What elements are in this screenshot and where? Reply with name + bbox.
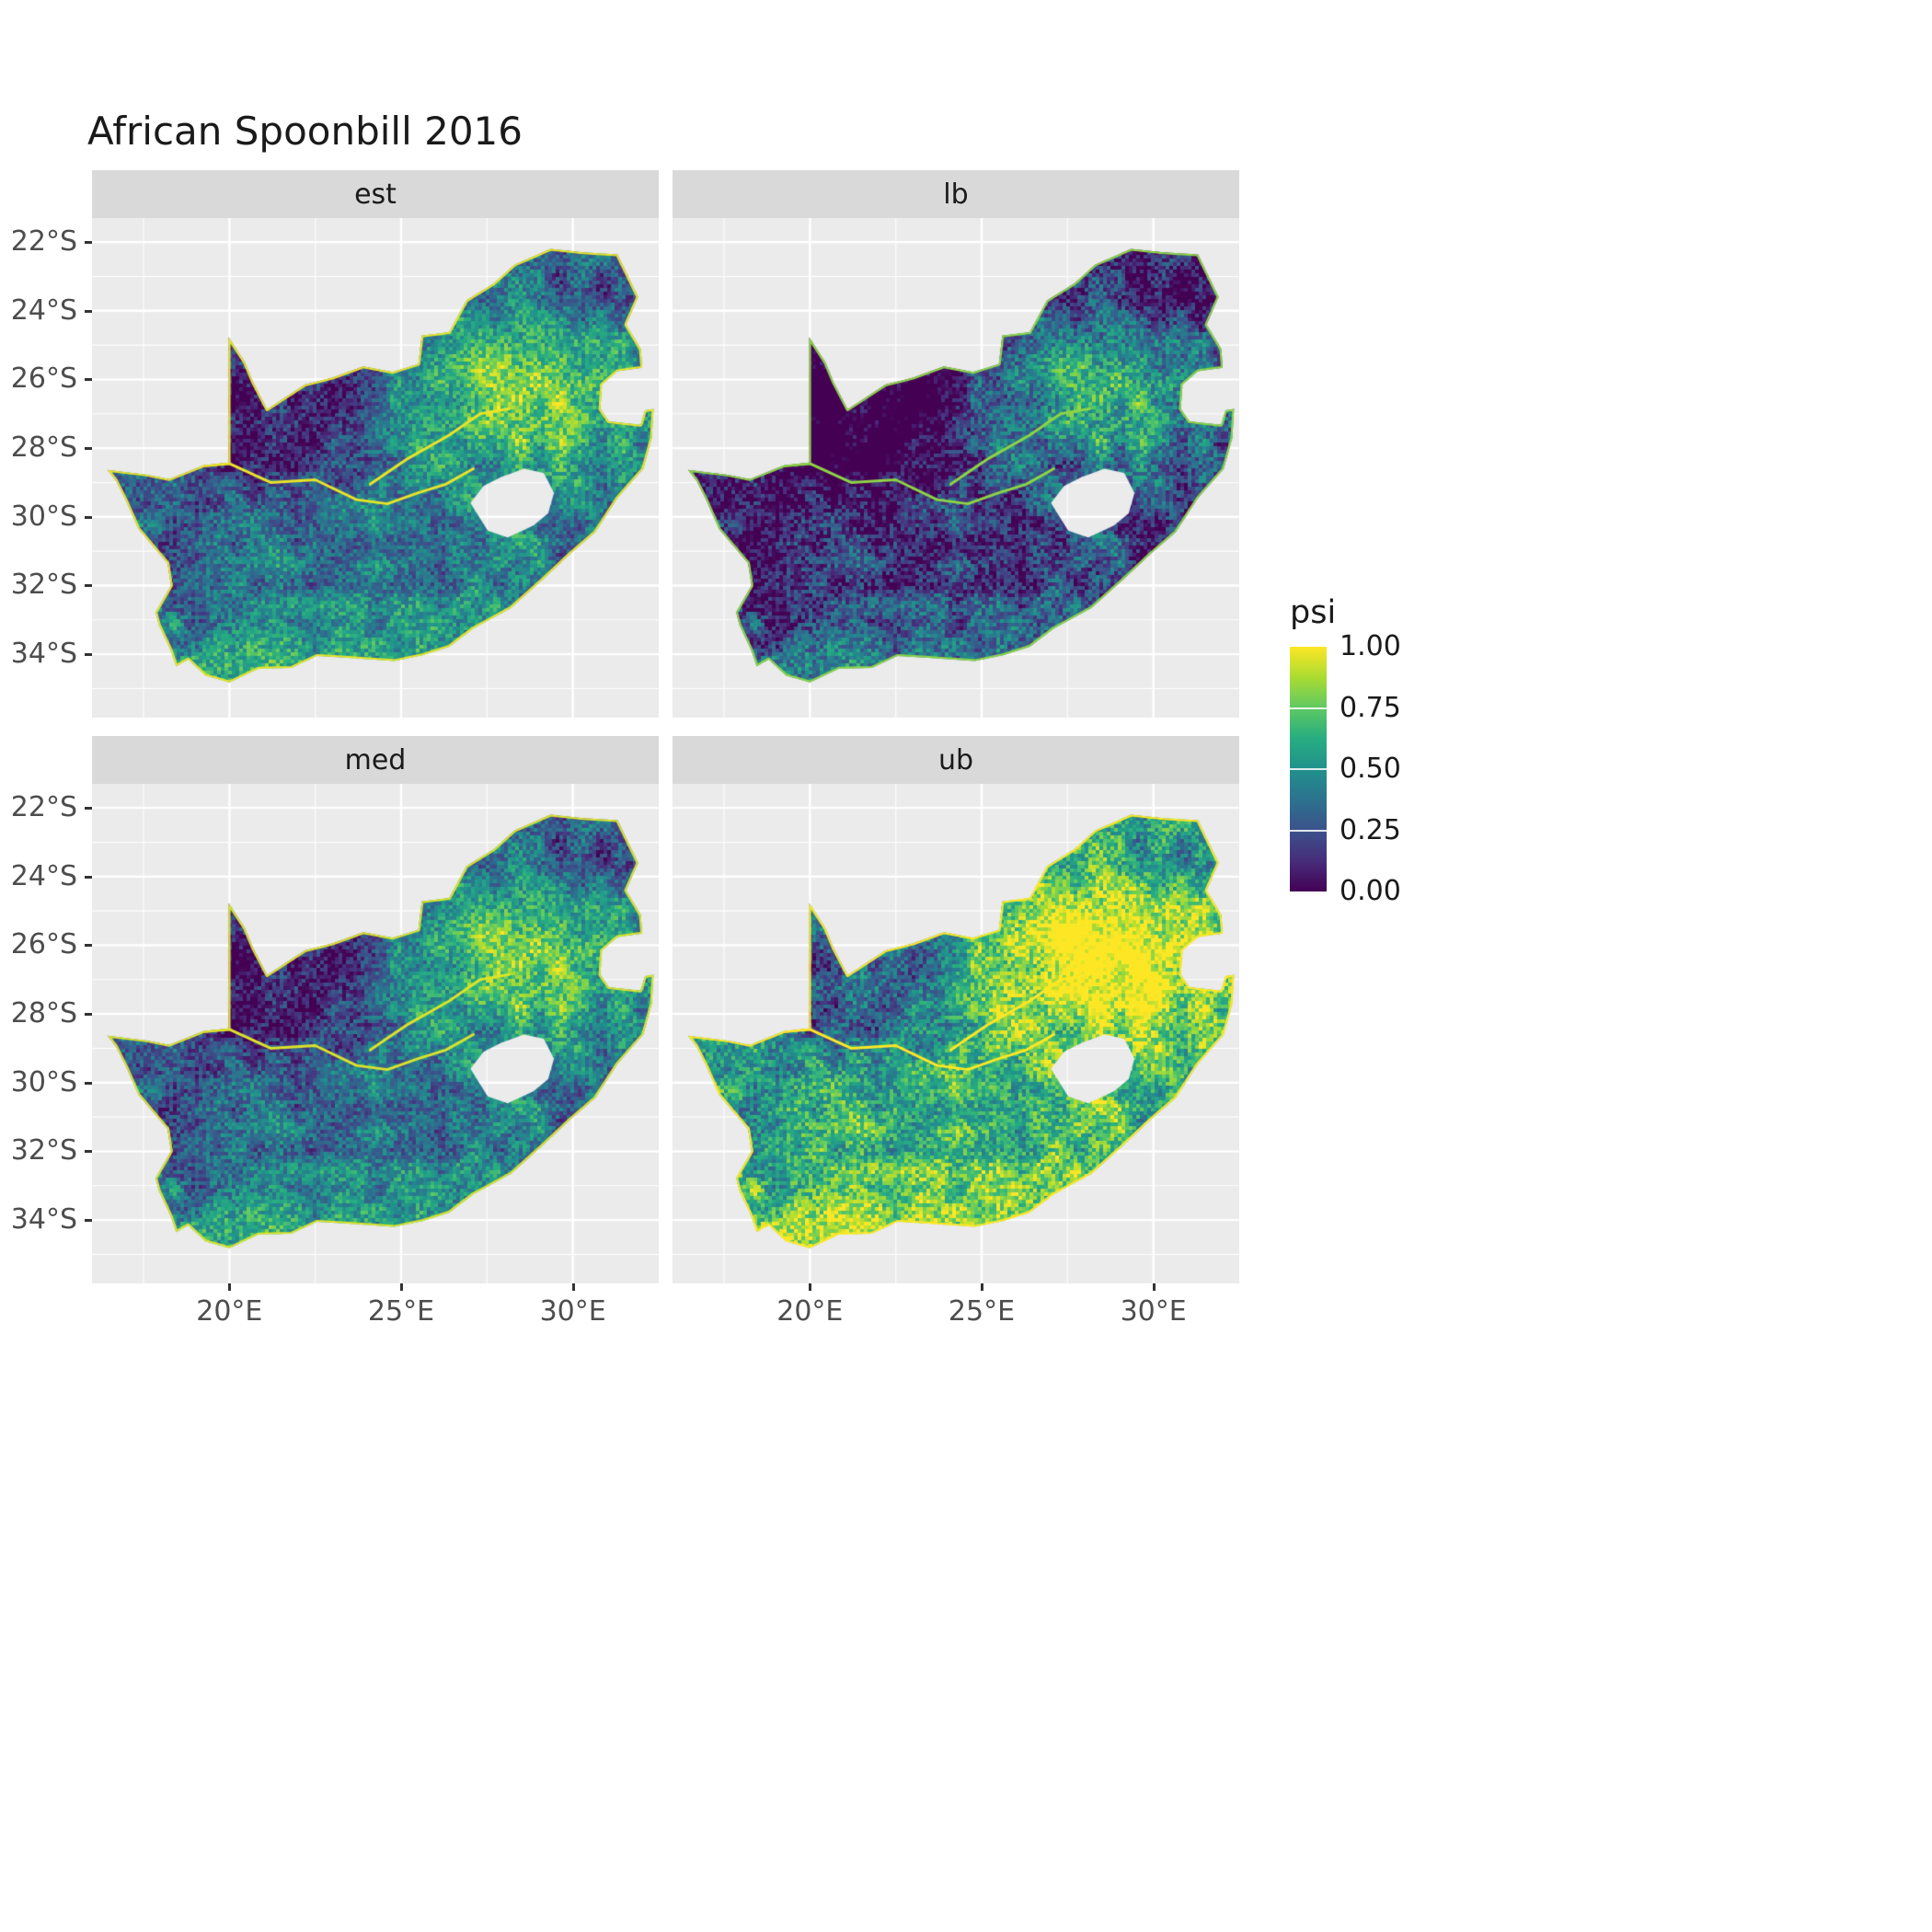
y-axis-tick-label: 32°S: [10, 569, 77, 602]
axis-tick-mark: [85, 447, 92, 451]
axis-tick-mark: [981, 1283, 983, 1291]
legend-title: psi: [1290, 594, 1337, 631]
axis-tick-mark: [571, 1283, 575, 1291]
x-axis-tick-label: 30°E: [1120, 1295, 1187, 1328]
y-axis-tick-label: 26°S: [10, 362, 77, 396]
y-axis-tick-label: 28°S: [10, 431, 77, 465]
y-axis-tick-label: 24°S: [10, 859, 77, 892]
y-axis-tick-label: 30°S: [10, 500, 77, 533]
facet-label: est: [354, 178, 397, 211]
legend: psi 1.00 0.75 0.50 0.25 0.00: [1288, 594, 1454, 926]
legend-tick-mark: [1290, 829, 1327, 832]
y-axis-tick-label: 22°S: [10, 791, 77, 824]
axis-tick-mark: [85, 241, 92, 245]
facet-label: lb: [943, 178, 969, 211]
x-axis-tick-label: 20°E: [776, 1295, 844, 1328]
axis-tick-mark: [228, 1283, 232, 1291]
map-panel-med: [92, 784, 659, 1283]
axis-tick-mark: [400, 1283, 403, 1291]
facet-label: ub: [937, 743, 974, 776]
axis-tick-mark: [85, 515, 92, 519]
facet-strip-ub: ub: [673, 736, 1239, 784]
legend-tick-mark: [1290, 707, 1327, 709]
chart-title: African Spoonbill 2016: [87, 109, 523, 154]
axis-tick-mark: [85, 1013, 92, 1017]
x-axis-tick-label: 25°E: [367, 1295, 435, 1328]
y-axis-tick-label: 32°S: [10, 1134, 77, 1167]
axis-tick-mark: [85, 875, 92, 879]
x-axis-tick-label: 25°E: [948, 1295, 1016, 1328]
axis-tick-mark: [85, 807, 92, 811]
legend-tick-label: 1.00: [1340, 630, 1401, 662]
axis-tick-mark: [85, 944, 92, 948]
axis-tick-mark: [85, 1081, 92, 1085]
axis-tick-mark: [809, 1283, 812, 1291]
axis-tick-mark: [1152, 1283, 1156, 1291]
axis-tick-mark: [85, 1150, 92, 1154]
axis-tick-mark: [85, 309, 92, 313]
facet-strip-est: est: [92, 170, 659, 218]
legend-tick-label: 0.25: [1340, 813, 1401, 846]
axis-tick-mark: [85, 1219, 92, 1223]
legend-tick-mark: [1290, 768, 1327, 770]
y-axis-tick-label: 28°S: [10, 997, 77, 1030]
facet-label: med: [344, 743, 407, 776]
axis-tick-mark: [85, 378, 92, 382]
facet-strip-lb: lb: [673, 170, 1239, 218]
legend-tick-label: 0.00: [1340, 875, 1401, 907]
x-axis-tick-label: 30°E: [539, 1295, 606, 1328]
facet-strip-med: med: [92, 736, 659, 784]
legend-tick-label: 0.75: [1340, 691, 1401, 724]
y-axis-tick-label: 24°S: [10, 293, 77, 327]
axis-tick-mark: [85, 653, 92, 657]
map-panel-est: [92, 218, 659, 718]
y-axis-tick-label: 30°S: [10, 1065, 77, 1098]
map-panel-ub: [673, 784, 1239, 1283]
y-axis-tick-label: 34°S: [10, 638, 77, 671]
y-axis-tick-label: 22°S: [10, 225, 77, 259]
y-axis-tick-label: 26°S: [10, 928, 77, 961]
y-axis-tick-label: 34°S: [10, 1203, 77, 1236]
axis-tick-mark: [85, 584, 92, 588]
x-axis-tick-label: 20°E: [196, 1295, 263, 1328]
map-panel-lb: [673, 218, 1239, 718]
legend-tick-label: 0.50: [1340, 753, 1401, 785]
